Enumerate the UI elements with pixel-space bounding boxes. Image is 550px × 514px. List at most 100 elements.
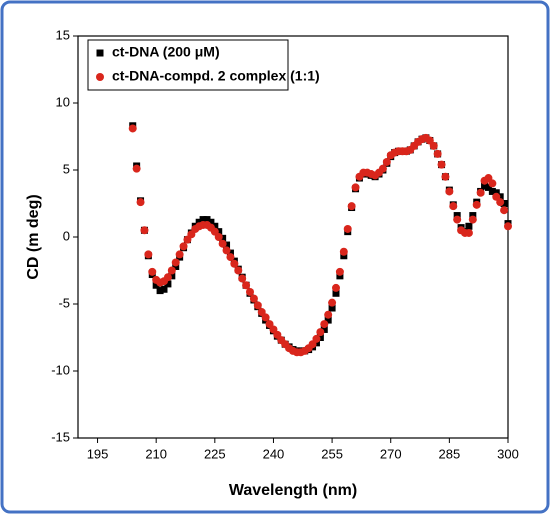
point <box>214 233 223 241</box>
point <box>335 267 344 276</box>
point <box>136 198 145 207</box>
point <box>453 212 461 220</box>
x-tick-label: 225 <box>204 446 226 461</box>
point <box>453 215 462 224</box>
point <box>351 183 360 192</box>
point <box>207 218 215 226</box>
point <box>195 218 203 226</box>
x-tick-label: 300 <box>497 446 519 461</box>
point <box>324 310 333 319</box>
x-tick-label: 195 <box>87 446 109 461</box>
point <box>230 259 239 268</box>
point <box>226 253 235 262</box>
point <box>316 334 324 341</box>
point <box>160 285 168 293</box>
point <box>132 164 141 173</box>
point <box>472 200 481 209</box>
point <box>320 325 328 333</box>
point <box>172 262 180 270</box>
point <box>382 157 391 166</box>
y-tick-label: 0 <box>63 228 70 243</box>
point <box>445 187 454 196</box>
point <box>226 249 234 257</box>
point <box>500 200 508 207</box>
y-tick-label: -10 <box>51 362 70 377</box>
point <box>253 301 262 310</box>
y-tick-label: -15 <box>51 429 70 444</box>
point <box>469 212 477 220</box>
point <box>175 250 184 259</box>
point <box>378 164 387 173</box>
legend-label: ct-DNA (200 μM) <box>112 44 220 60</box>
point <box>242 281 251 290</box>
point <box>339 247 348 256</box>
point <box>316 328 325 337</box>
legend-marker <box>96 73 104 81</box>
legend-label: ct-DNA-compd. 2 complex (1:1) <box>112 68 320 84</box>
y-axis-title: CD (m deg) <box>25 194 42 279</box>
x-axis-title: Wavelength (nm) <box>229 482 357 499</box>
point <box>179 242 188 251</box>
point <box>144 250 153 259</box>
y-tick-label: 10 <box>56 94 70 109</box>
point <box>347 202 356 211</box>
y-tick-label: 5 <box>63 161 70 176</box>
point <box>167 266 176 275</box>
point <box>476 188 485 197</box>
point <box>164 280 172 288</box>
point <box>211 222 219 230</box>
point <box>429 141 438 150</box>
point <box>246 287 254 296</box>
point <box>223 241 231 249</box>
point <box>340 252 348 260</box>
point <box>320 320 329 329</box>
y-tick-label: 15 <box>56 27 70 42</box>
point <box>336 272 344 280</box>
point <box>332 289 340 297</box>
point <box>203 216 211 224</box>
point <box>249 294 258 303</box>
x-tick-label: 210 <box>145 446 167 461</box>
point <box>156 287 164 295</box>
point <box>496 198 505 207</box>
legend-box <box>87 39 289 91</box>
point <box>504 222 512 231</box>
x-tick-label: 255 <box>321 446 343 461</box>
y-tick-label: -5 <box>58 295 70 310</box>
point <box>492 189 500 197</box>
point <box>484 183 492 191</box>
point <box>500 206 509 215</box>
point <box>328 304 336 312</box>
point <box>464 228 473 237</box>
point <box>128 124 137 133</box>
point <box>219 234 227 242</box>
point <box>481 182 489 190</box>
point <box>332 283 340 292</box>
x-tick-label: 285 <box>439 446 461 461</box>
point <box>238 274 247 283</box>
point <box>465 222 473 230</box>
point <box>433 149 442 158</box>
point <box>152 281 160 289</box>
point <box>468 215 477 224</box>
point <box>140 226 149 235</box>
point <box>171 258 180 267</box>
point <box>199 216 207 224</box>
point <box>437 160 446 169</box>
point <box>218 239 227 248</box>
point <box>148 267 157 276</box>
point <box>441 172 450 181</box>
point <box>312 339 320 347</box>
point <box>312 334 321 343</box>
point <box>328 298 337 307</box>
x-tick-label: 270 <box>380 446 402 461</box>
point <box>234 266 243 275</box>
point <box>163 273 172 282</box>
x-tick-label: 240 <box>263 446 285 461</box>
legend-marker <box>96 49 104 57</box>
point <box>488 179 497 188</box>
point <box>488 187 496 195</box>
point <box>261 313 270 322</box>
